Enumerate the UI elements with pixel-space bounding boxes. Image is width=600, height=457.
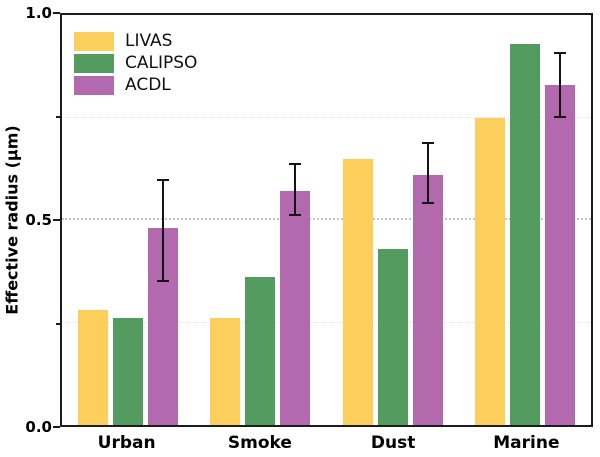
y-tick-label-0.0: 0.0	[25, 418, 52, 436]
gridline-0.75	[62, 116, 591, 118]
bar-calipso-urban	[113, 318, 144, 425]
x-category-label-urban: Urban	[97, 433, 156, 453]
legend-label-acdl: ACDL	[125, 75, 171, 95]
legend-item-calipso: CALIPSO	[74, 54, 197, 73]
legend-label-calipso: CALIPSO	[125, 53, 198, 73]
plot-area: LIVAS CALIPSO ACDL	[60, 13, 593, 427]
bar-group-smoke	[194, 15, 326, 425]
legend-swatch-acdl	[74, 76, 114, 95]
y-tick-minor-0.75	[56, 115, 60, 118]
y-axis-tick-labels: 1.0 0.5 0.0	[0, 4, 52, 436]
error-bar-acdl-urban	[157, 179, 170, 282]
y-axis-ticks	[53, 12, 60, 428]
error-bar-acdl-smoke	[289, 162, 302, 216]
bars-row	[62, 15, 591, 425]
bar-calipso-dust	[377, 248, 408, 425]
bar-livas-marine	[474, 117, 505, 425]
y-tick-label-1.0: 1.0	[25, 4, 52, 22]
bar-livas-dust	[342, 158, 373, 425]
error-bar-acdl-dust	[421, 142, 434, 204]
legend: LIVAS CALIPSO ACDL	[74, 32, 197, 95]
legend-swatch-livas	[74, 32, 114, 51]
bar-group-dust	[327, 15, 459, 425]
y-tick-major-1	[53, 12, 60, 14]
y-tick-major-0.5	[53, 219, 60, 221]
bar-acdl-smoke	[280, 191, 311, 425]
legend-label-livas: LIVAS	[125, 31, 173, 51]
bar-group-marine	[459, 15, 591, 425]
bar-acdl-marine	[544, 84, 575, 425]
legend-item-livas: LIVAS	[74, 32, 197, 51]
bar-calipso-smoke	[245, 277, 276, 425]
bar-group-urban	[62, 15, 194, 425]
x-category-label-smoke: Smoke	[227, 433, 292, 453]
x-category-label-dust: Dust	[370, 433, 416, 453]
y-tick-label-0.5: 0.5	[25, 211, 52, 229]
y-tick-major-0	[53, 426, 60, 428]
bar-livas-smoke	[210, 318, 241, 425]
bar-livas-urban	[78, 310, 109, 425]
y-tick-minor-0.25	[56, 322, 60, 325]
x-category-label-marine: Marine	[493, 433, 560, 453]
legend-swatch-calipso	[74, 54, 114, 73]
bar-acdl-dust	[412, 174, 443, 425]
gridline-0.25	[62, 321, 591, 323]
x-axis-labels: Urban Smoke Dust Marine	[60, 433, 593, 453]
error-bar-acdl-marine	[553, 51, 566, 118]
legend-item-acdl: ACDL	[74, 76, 197, 95]
bar-calipso-marine	[509, 43, 540, 425]
gridline-0.5	[62, 218, 591, 220]
